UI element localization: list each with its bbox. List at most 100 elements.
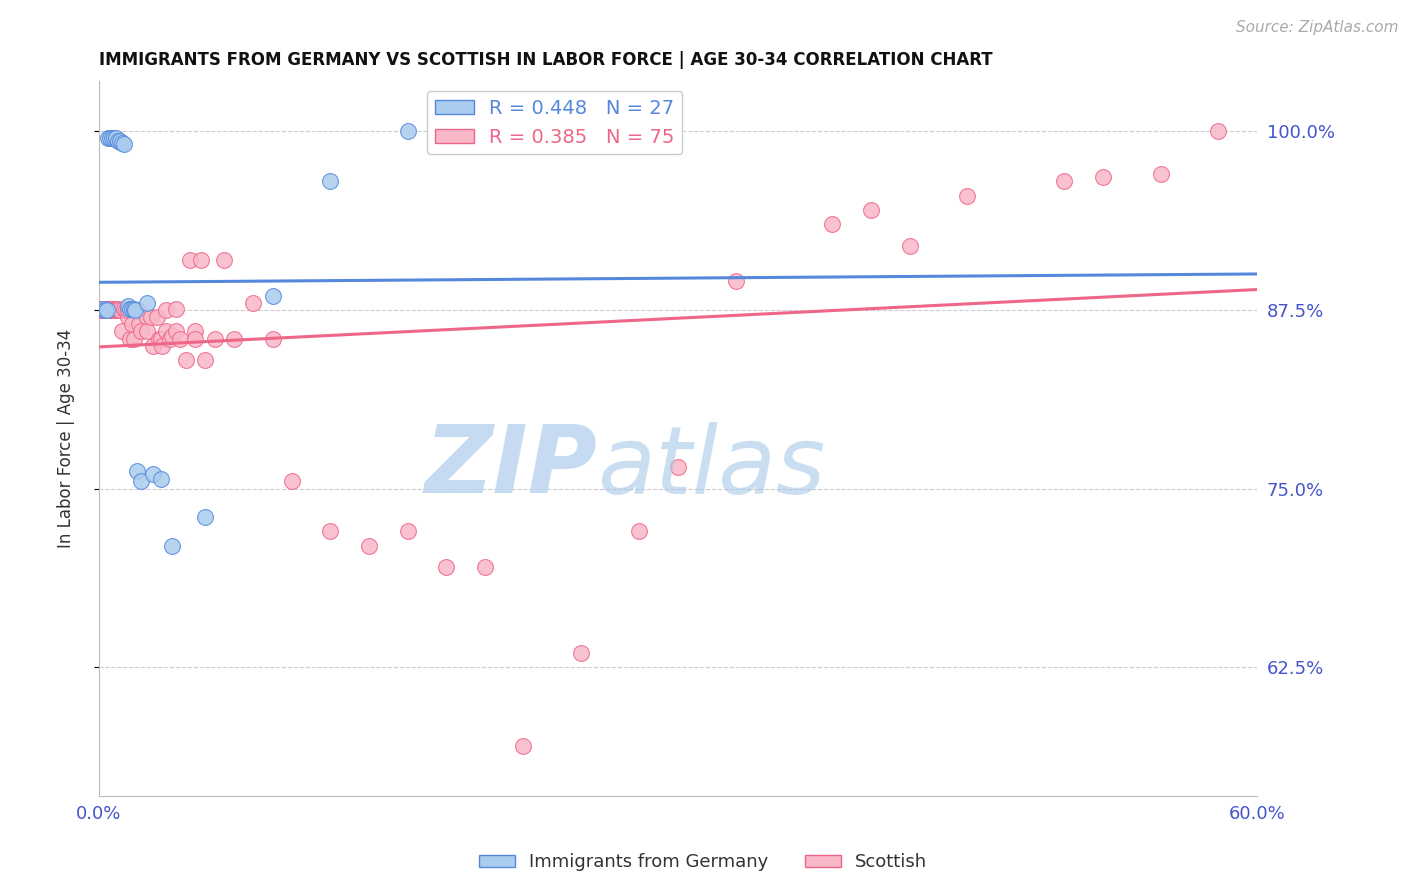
- Point: [107, 302, 129, 317]
- Point: [91, 301, 114, 316]
- Point: [114, 302, 136, 317]
- Point: [105, 302, 128, 317]
- Point: [87, 301, 110, 316]
- Point: [91, 302, 114, 317]
- Point: [112, 301, 135, 316]
- Point: [145, 310, 167, 324]
- Point: [262, 332, 284, 346]
- Point: [128, 318, 150, 332]
- Point: [165, 301, 187, 316]
- Point: [97, 302, 120, 317]
- Point: [214, 252, 236, 267]
- Point: [152, 339, 174, 353]
- Point: [93, 302, 115, 317]
- Point: [184, 325, 207, 339]
- Point: [105, 131, 128, 145]
- Point: [165, 325, 187, 339]
- Point: [129, 325, 152, 339]
- Point: [148, 332, 170, 346]
- Point: [118, 332, 141, 346]
- Point: [159, 332, 181, 346]
- Point: [160, 328, 183, 343]
- Point: [117, 299, 139, 313]
- Point: [204, 332, 226, 346]
- Point: [101, 301, 124, 316]
- Point: [97, 301, 120, 316]
- Point: [898, 238, 921, 252]
- Point: [100, 301, 122, 316]
- Point: [117, 302, 139, 317]
- Point: [142, 339, 165, 353]
- Legend: R = 0.448   N = 27, R = 0.385   N = 75: R = 0.448 N = 27, R = 0.385 N = 75: [427, 91, 682, 154]
- Point: [859, 202, 882, 217]
- Point: [108, 302, 131, 317]
- Point: [474, 560, 496, 574]
- Point: [96, 302, 118, 317]
- Point: [194, 510, 217, 524]
- Point: [96, 301, 118, 316]
- Point: [174, 353, 197, 368]
- Point: [105, 301, 128, 316]
- Point: [142, 467, 165, 482]
- Point: [136, 325, 159, 339]
- Point: [222, 332, 245, 346]
- Point: [821, 217, 844, 231]
- Point: [184, 332, 207, 346]
- Point: [100, 131, 122, 145]
- Point: [129, 475, 152, 489]
- Text: atlas: atlas: [596, 422, 825, 513]
- Point: [319, 524, 342, 539]
- Point: [1091, 170, 1114, 185]
- Point: [512, 739, 534, 753]
- Point: [127, 302, 149, 317]
- Point: [149, 472, 172, 486]
- Point: [103, 301, 125, 316]
- Point: [242, 295, 264, 310]
- Text: Source: ZipAtlas.com: Source: ZipAtlas.com: [1236, 20, 1399, 35]
- Point: [136, 295, 159, 310]
- Point: [628, 524, 651, 539]
- Point: [139, 310, 162, 324]
- Point: [112, 137, 135, 152]
- Point: [122, 301, 145, 316]
- Point: [122, 332, 145, 346]
- Point: [107, 134, 129, 148]
- Point: [724, 274, 747, 288]
- Point: [160, 539, 183, 553]
- Point: [396, 124, 419, 138]
- Point: [118, 301, 141, 316]
- Point: [194, 353, 217, 368]
- Point: [111, 136, 134, 150]
- Point: [956, 188, 979, 202]
- Point: [117, 310, 139, 324]
- Point: [121, 318, 143, 332]
- Point: [666, 460, 689, 475]
- Point: [571, 646, 593, 660]
- Point: [155, 325, 177, 339]
- Point: [190, 252, 212, 267]
- Point: [101, 131, 124, 145]
- Point: [111, 325, 134, 339]
- Point: [103, 131, 125, 145]
- Point: [169, 332, 191, 346]
- Point: [103, 302, 125, 317]
- Point: [1149, 167, 1171, 181]
- Point: [97, 131, 120, 145]
- Point: [121, 301, 143, 316]
- Point: [107, 301, 129, 316]
- Point: [127, 464, 149, 478]
- Text: ZIP: ZIP: [425, 421, 596, 513]
- Point: [319, 174, 342, 188]
- Point: [179, 252, 201, 267]
- Point: [93, 302, 115, 317]
- Point: [155, 302, 177, 317]
- Y-axis label: In Labor Force | Age 30-34: In Labor Force | Age 30-34: [58, 329, 75, 549]
- Point: [96, 302, 118, 317]
- Point: [149, 332, 172, 346]
- Point: [101, 302, 124, 317]
- Point: [262, 288, 284, 302]
- Point: [1053, 174, 1076, 188]
- Point: [108, 134, 131, 148]
- Point: [100, 302, 122, 317]
- Point: [124, 302, 146, 317]
